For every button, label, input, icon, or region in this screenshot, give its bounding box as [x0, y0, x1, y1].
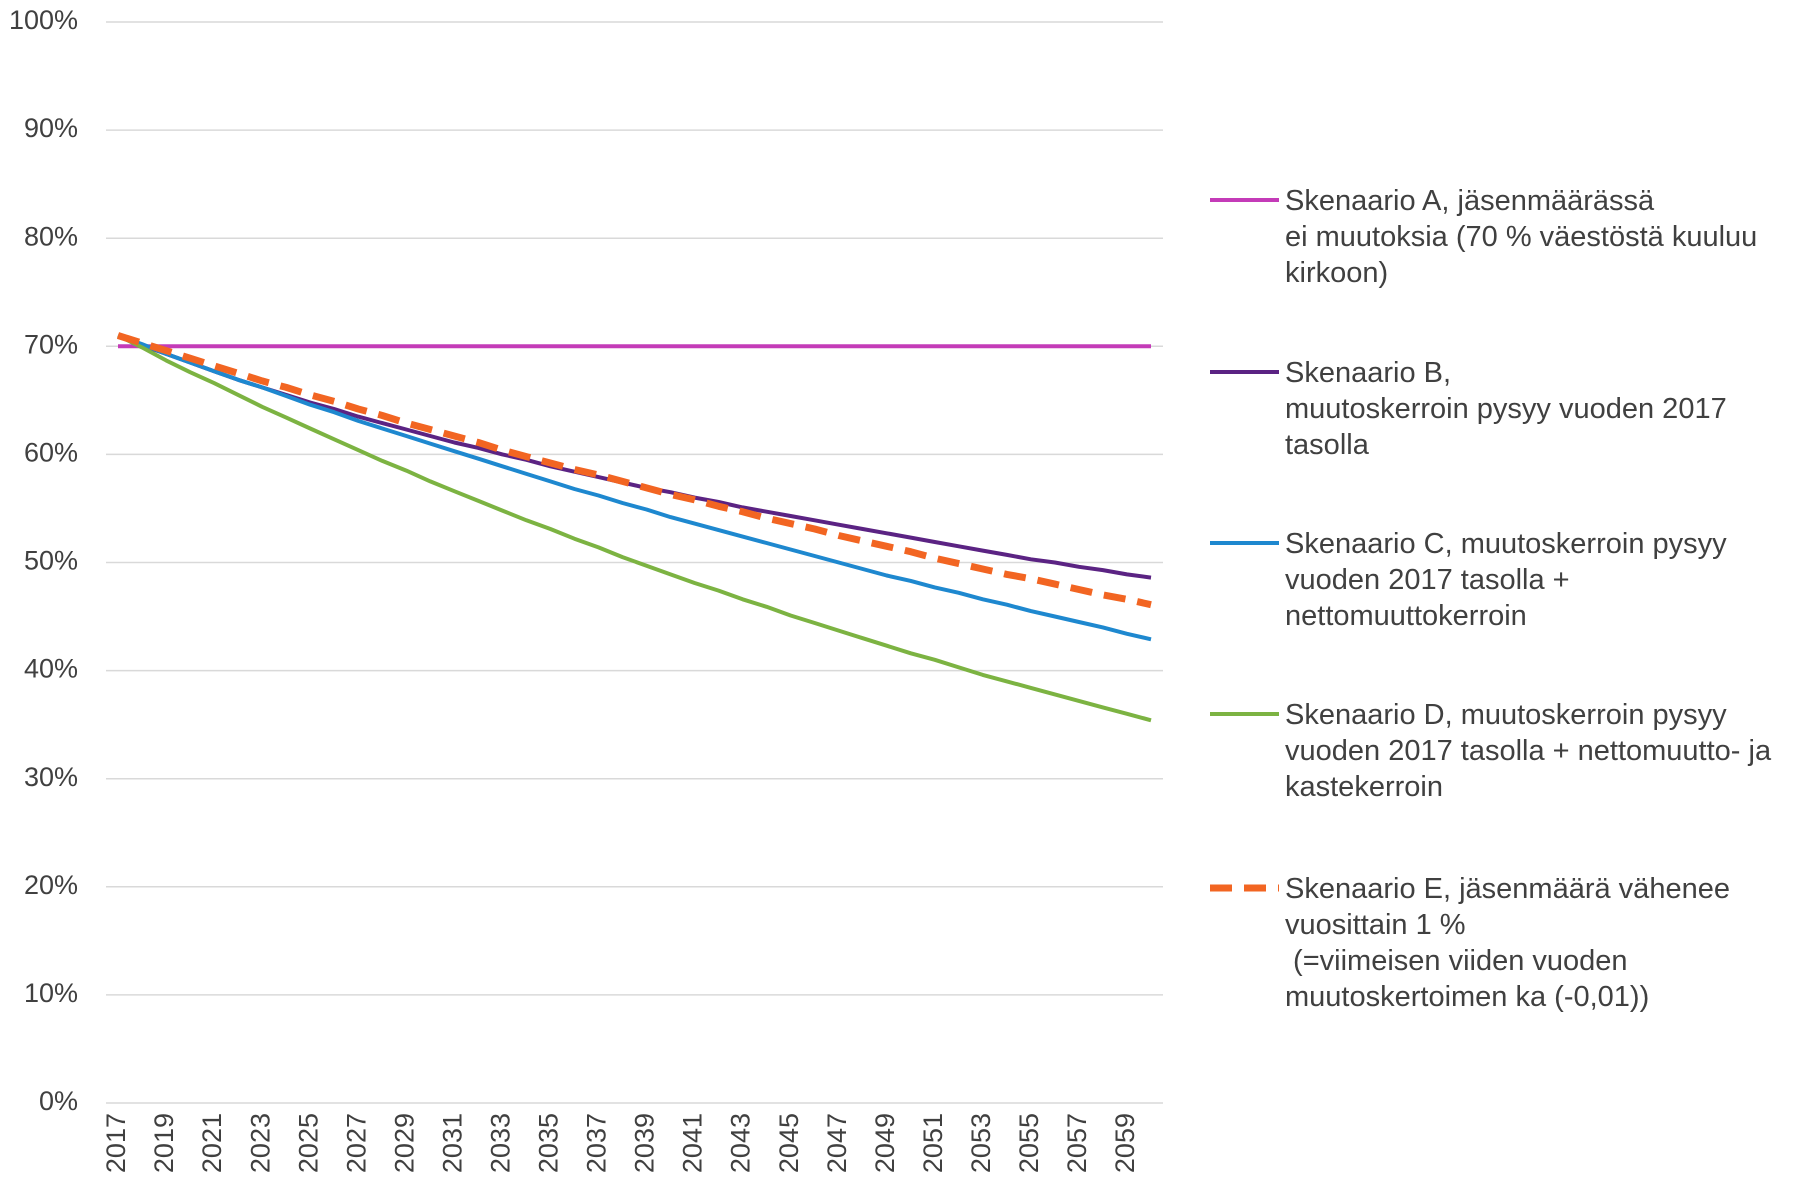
series-line — [117, 333, 1152, 580]
legend-label: Skenaario C, muutoskerroin pysyy vuoden … — [1285, 528, 1727, 632]
legend-label: Skenaario E, jäsenmäärä vähenee vuositta… — [1285, 873, 1730, 1013]
x-tick-label: 2017 — [101, 1113, 131, 1173]
x-tick-label: 2037 — [582, 1113, 612, 1173]
x-tick-label: 2029 — [389, 1113, 419, 1173]
x-tick-label: 2045 — [774, 1113, 804, 1173]
x-tick-label: 2053 — [966, 1113, 996, 1173]
legend-label: Skenaario D, muutoskerroin pysyy vuoden … — [1285, 699, 1772, 803]
series-line — [116, 332, 1152, 609]
x-tick-label: 2049 — [870, 1113, 900, 1173]
x-tick-label: 2031 — [437, 1113, 467, 1173]
legend-label: Skenaario A, jäsenmäärässä ei muutoksia … — [1285, 185, 1758, 289]
series-line — [117, 333, 1152, 642]
y-tick-label: 0% — [39, 1086, 78, 1116]
x-tick-label: 2055 — [1014, 1113, 1044, 1173]
x-tick-label: 2041 — [678, 1113, 708, 1173]
x-tick-label: 2059 — [1110, 1113, 1140, 1173]
x-tick-label: 2051 — [918, 1113, 948, 1173]
y-tick-label: 60% — [24, 438, 78, 468]
x-tick-label: 2057 — [1062, 1113, 1092, 1173]
x-tick-label: 2033 — [486, 1113, 516, 1173]
y-tick-label: 40% — [24, 654, 78, 684]
x-tick-label: 2039 — [630, 1113, 660, 1173]
series-line — [117, 333, 1152, 723]
y-tick-label: 50% — [24, 546, 78, 576]
x-tick-label: 2027 — [341, 1113, 371, 1173]
y-tick-label: 100% — [9, 5, 78, 35]
x-tick-label: 2043 — [726, 1113, 756, 1173]
y-tick-label: 90% — [24, 113, 78, 143]
x-tick-label: 2019 — [149, 1113, 179, 1173]
x-tick-label: 2021 — [197, 1113, 227, 1173]
y-tick-label: 30% — [24, 762, 78, 792]
y-tick-label: 80% — [24, 221, 78, 251]
x-tick-label: 2047 — [822, 1113, 852, 1173]
legend-label: Skenaario B, muutoskerroin pysyy vuoden … — [1285, 357, 1727, 461]
x-tick-label: 2025 — [293, 1113, 323, 1173]
y-tick-label: 70% — [24, 329, 78, 359]
y-tick-label: 10% — [24, 978, 78, 1008]
y-tick-label: 20% — [24, 870, 78, 900]
x-tick-label: 2023 — [245, 1113, 275, 1173]
x-tick-label: 2035 — [534, 1113, 564, 1173]
